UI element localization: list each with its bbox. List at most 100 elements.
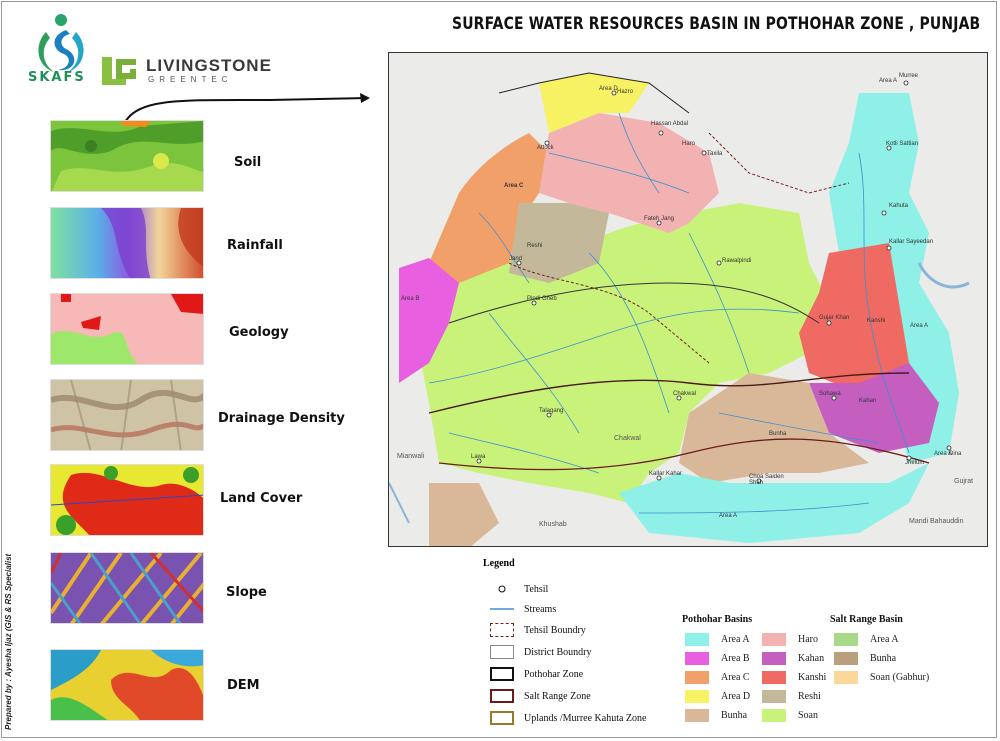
place-label: Gujar Khan [819, 315, 850, 321]
swatch-salt-area-a [834, 633, 858, 646]
legend-item-salt-range-zone: Salt Range Zone [490, 689, 591, 703]
swatch-label: Bunha [870, 653, 897, 664]
legend-swatch-row: Haro [762, 633, 818, 646]
place-label: Hassan Abdal [651, 121, 689, 127]
area-label: Area A [879, 78, 898, 84]
place-label: Attock [537, 145, 554, 151]
legend-item-label: District Boundry [524, 646, 592, 658]
area-b-basin [399, 258, 459, 383]
livingstone-logo-name: LIVINGSTONE [146, 56, 272, 75]
area-label: Haro [682, 141, 696, 147]
swatch-haro [762, 633, 786, 646]
swatch-area-d [685, 690, 709, 703]
layer-label-land-cover: Land Cover [220, 491, 303, 506]
surrounding-label: Mianwali [397, 453, 425, 460]
legend-item-pothohar-zone: Pothohar Zone [490, 667, 583, 681]
kahan-basin [809, 363, 939, 453]
geology-map-thumbnail [50, 293, 204, 365]
pothohar-zone-icon [490, 667, 514, 681]
layer-label-drainage-density: Drainage Density [218, 411, 345, 426]
streams-line-icon [490, 608, 514, 610]
layer-label-slope: Slope [226, 585, 267, 600]
skafs-logo-text: SKAFS [28, 70, 86, 85]
soil-map-thumbnail [50, 120, 204, 192]
livingstone-logo-sub: GREENTEC [148, 75, 233, 84]
livingstone-logo-icon [102, 57, 136, 85]
place-label: Chakwal [673, 391, 697, 397]
swatch-salt-bunha [834, 652, 858, 665]
legend-title: Legend [483, 558, 515, 569]
area-label: Area B [401, 296, 420, 302]
legend-swatch-row: Area C [685, 671, 750, 684]
swatch-label: Area A [870, 634, 899, 645]
swatch-label: Reshi [798, 691, 821, 702]
skafs-logo-icon [38, 14, 84, 72]
legend-swatch-row: Soan [762, 709, 818, 722]
legend-item-label: Tehsil [524, 583, 549, 595]
area-label: Area D [599, 86, 618, 92]
place-label: Kallar Sayeedan [889, 239, 934, 245]
legend-swatch-row: Area A [834, 633, 899, 646]
salt-range-zone-icon [490, 689, 514, 703]
credit-text: Prepared by : Ayesha Ijaz (GIS & RS Spec… [4, 553, 13, 730]
place-label: Talagang [539, 408, 564, 414]
area-d-basin [539, 73, 649, 133]
basin-map-canvas [389, 53, 987, 546]
page-title: SURFACE WATER RESOURCES BASIN IN POTHOHA… [452, 14, 981, 34]
place-label: Kotli Sattian [886, 141, 919, 147]
place-label: Choa Saiden Shah [749, 474, 784, 486]
rainfall-map-thumbnail [50, 207, 204, 279]
surrounding-label: Mandi Bahauddin [909, 518, 964, 525]
legend-item-uplands-zone: Uplands /Murree Kahuta Zone [490, 711, 646, 725]
surrounding-label: Khushab [539, 521, 567, 528]
tehsil-point-icon [498, 585, 506, 593]
legend-swatch-row: Area A [685, 633, 750, 646]
swatch-label: Area D [721, 691, 751, 702]
swatch-label: Area A [721, 634, 750, 645]
area-label: Kahan [859, 398, 877, 404]
swatch-label: Soan (Gabhur) [870, 672, 930, 683]
legend-swatch-row: Area D [685, 690, 750, 703]
uplands-zone-icon [490, 711, 514, 725]
swatch-label: Area B [721, 653, 750, 664]
swatch-area-a [685, 633, 709, 646]
area-label: Area A [910, 323, 929, 329]
place-label: Rawalpindi [722, 258, 752, 264]
place-label: Kallar Kahar [649, 471, 683, 477]
place-label: Fateh Jang [644, 216, 675, 222]
area-label: Area A [719, 513, 738, 519]
kanshi-basin [799, 243, 909, 393]
reshi-basin [509, 203, 609, 283]
place-label: Dina [949, 451, 962, 457]
swatch-area-c [685, 671, 709, 684]
surrounding-label: Gujrat [954, 478, 974, 485]
tehsil-boundary-icon [490, 623, 514, 637]
layer-label-dem: DEM [227, 678, 260, 693]
place-label: Sohawa [819, 391, 841, 397]
swatch-label: Haro [798, 634, 818, 645]
swatch-label: Bunha [721, 710, 748, 721]
legend-item-district-boundary: District Boundry [490, 645, 592, 659]
area-label: Area C [504, 183, 524, 189]
legend-swatch-row: Bunha [834, 652, 896, 665]
legend-item-tehsil: Tehsil [490, 582, 548, 596]
swatch-label: Area C [721, 672, 750, 683]
swatch-label: Kahan [798, 653, 825, 664]
legend-item-label: Pothohar Zone [524, 668, 584, 680]
area-label: Bunha [769, 431, 787, 437]
swatch-reshi [762, 690, 786, 703]
tehsil-points [476, 80, 952, 484]
place-label: Kahuta [889, 203, 909, 209]
layer-label-soil: Soil [234, 155, 262, 170]
swatch-bunha [685, 709, 709, 722]
area-a-basin-south [619, 463, 929, 543]
place-label: Hazro [617, 89, 634, 95]
place-label: Jhelum [905, 460, 925, 466]
legend-swatch-row: Reshi [762, 690, 821, 703]
legend-swatch-row: Area B [685, 652, 750, 665]
basin-map[interactable]: Murree Hazro Hassan Abdal Attock Taxila … [388, 52, 988, 547]
swatch-area-b [685, 652, 709, 665]
place-label: Lawa [471, 454, 486, 460]
swatch-kanshi [762, 671, 786, 684]
